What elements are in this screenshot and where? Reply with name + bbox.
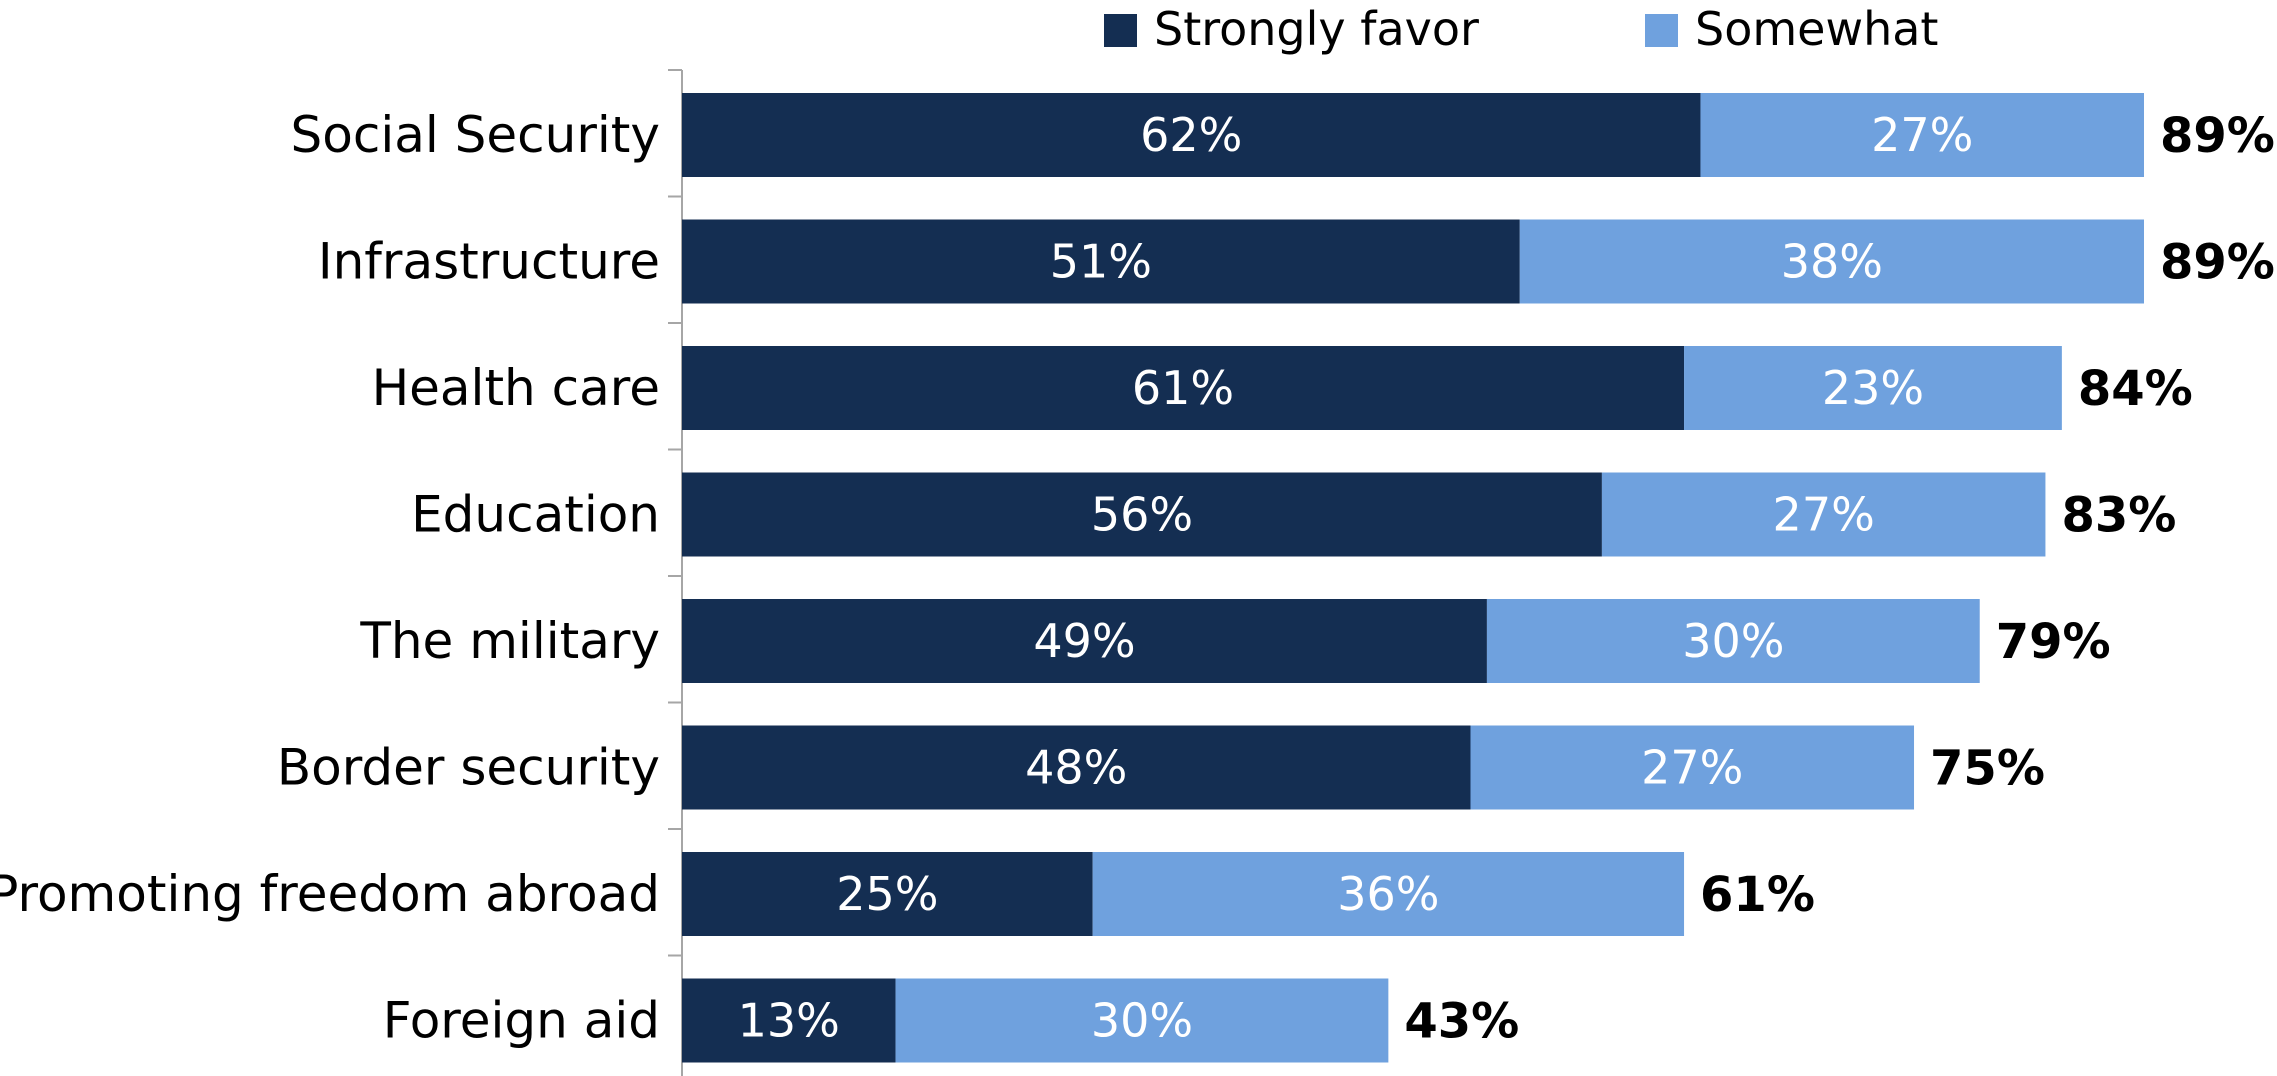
legend-label-1: Strongly favor (1154, 2, 1479, 56)
bars: 62% 27% 89% 51% 38% 89% 61% 23% 84% 56% 27% 83% 49% 3… (682, 93, 2275, 1063)
bar-value-label: 13% (738, 994, 840, 1048)
bar-value-label: 48% (1025, 741, 1127, 795)
bar-strongly-favor (682, 978, 896, 1063)
legend-label-2: Somewhat (1695, 2, 1938, 56)
legend-swatch-2 (1645, 14, 1678, 47)
category-label: Infrastructure (318, 233, 660, 291)
bar-somewhat (1684, 346, 2062, 430)
bar-value-label: 27% (1641, 741, 1743, 795)
total-value-label: 83% (2061, 488, 2176, 544)
legend-swatch-1 (1104, 14, 1137, 47)
bar-somewhat (895, 978, 1389, 1063)
category-label: Health care (372, 359, 660, 417)
category-label: The military (359, 612, 660, 670)
bar-value-label: 49% (1033, 614, 1135, 668)
category-label: Social Security (291, 106, 660, 164)
bar-somewhat (1470, 725, 1915, 810)
bar-value-label: 62% (1140, 108, 1242, 162)
total-value-label: 61% (1700, 867, 1815, 923)
bar-somewhat (1700, 93, 2144, 177)
bar-value-label: 27% (1773, 488, 1875, 542)
total-value-label: 43% (1404, 994, 1519, 1050)
total-value-label: 89% (2160, 235, 2275, 291)
bar-value-label: 56% (1091, 488, 1193, 542)
bar-strongly-favor (682, 472, 1602, 557)
bar-strongly-favor (682, 346, 1685, 430)
bar-value-label: 36% (1337, 867, 1439, 921)
category-label: Education (411, 486, 660, 544)
bar-somewhat (1092, 852, 1685, 936)
bar-value-label: 38% (1781, 235, 1883, 289)
bar-strongly-favor (682, 725, 1471, 810)
bar-value-label: 25% (836, 867, 938, 921)
bar-strongly-favor (682, 599, 1487, 683)
category-axis: Social Security Infrastructure Health care… (0, 69, 683, 1076)
bar-value-label: 30% (1091, 994, 1193, 1048)
total-value-label: 89% (2160, 108, 2275, 164)
bar-value-label: 27% (1871, 108, 1973, 162)
bar-strongly-favor (682, 93, 1701, 177)
bar-value-label: 30% (1682, 614, 1784, 668)
bar-strongly-favor (682, 852, 1093, 936)
category-label: Foreign aid (383, 992, 660, 1050)
bar-strongly-favor (682, 219, 1520, 304)
legend: Strongly favor Somewhat (1104, 2, 1938, 56)
category-label: Border security (277, 739, 660, 797)
bar-somewhat (1519, 219, 2144, 304)
bar-value-label: 51% (1050, 235, 1152, 289)
bar-somewhat (1601, 472, 2046, 557)
category-label: Promoting freedom abroad (0, 865, 660, 923)
bar-value-label: 61% (1132, 361, 1234, 415)
total-value-label: 75% (1930, 741, 2045, 797)
bar-somewhat (1486, 599, 1980, 683)
total-value-label: 79% (1996, 614, 2111, 670)
total-value-label: 84% (2078, 361, 2193, 417)
bar-value-label: 23% (1822, 361, 1924, 415)
